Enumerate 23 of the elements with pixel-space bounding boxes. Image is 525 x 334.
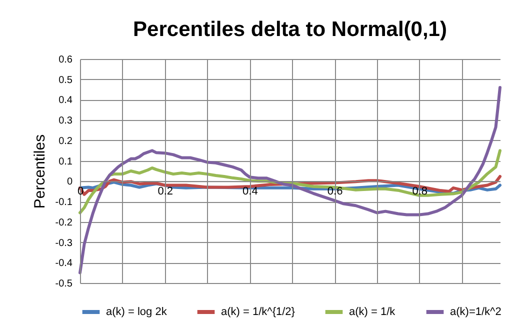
line-series [78, 175, 502, 196]
y-tick-label: -0.3 [55, 238, 73, 249]
legend-label: a(k) = 1/k^{1/2} [221, 306, 296, 318]
y-tick-label: 0.3 [58, 116, 73, 127]
y-tick-label: -0.2 [55, 217, 73, 228]
y-tick-label: -0.5 [55, 278, 73, 290]
line-series [78, 149, 502, 214]
y-tick-label: -0.1 [55, 197, 73, 208]
line-series [78, 86, 502, 274]
legend-label: a(k) = log 2k [106, 306, 168, 318]
x-tick-label: 0.2 [158, 186, 173, 198]
chart-title: Percentiles delta to Normal(0,1) [133, 18, 447, 41]
y-tick-label: 0.2 [58, 136, 73, 147]
y-tick-label: 0 [66, 176, 73, 188]
y-tick-label: 0.4 [58, 95, 73, 106]
y-tick-label: 0.5 [58, 74, 73, 86]
y-axis-title: Percentiles [31, 134, 48, 209]
y-tick-label: 0.6 [58, 54, 73, 66]
y-tick-label: -0.4 [55, 258, 73, 270]
x-tick-label: 0.4 [242, 186, 258, 198]
legend-label: a(k) = 1/k [349, 306, 396, 318]
legend-label: a(k)=1/k^2 [450, 306, 502, 318]
y-tick-label: 0.1 [58, 156, 73, 168]
